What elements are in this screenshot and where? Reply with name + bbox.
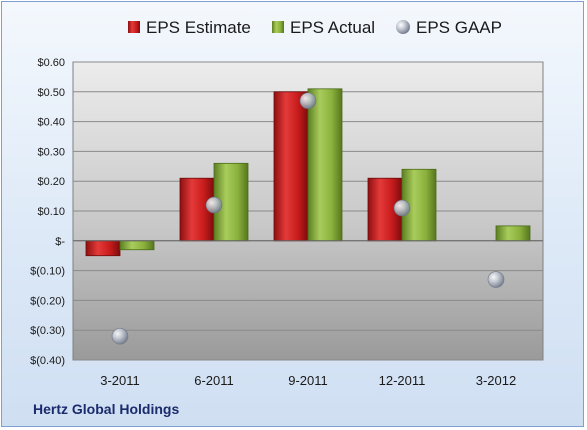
gaap-marker (111, 327, 129, 345)
actual-bar (119, 240, 155, 251)
y-tick-label: $(0.10) (30, 266, 65, 278)
company-name: Hertz Global Holdings (33, 401, 180, 417)
x-category-label: 3-2012 (476, 373, 516, 388)
bars (85, 88, 531, 257)
x-category-label: 12-2011 (379, 373, 426, 388)
gaap-marker (299, 92, 317, 110)
y-tick-label: $(0.30) (30, 325, 65, 337)
x-category-label: 6-2011 (194, 373, 234, 388)
legend-swatch-estimate (128, 21, 140, 33)
legend: EPS Estimate EPS Actual EPS GAAP (128, 18, 502, 37)
legend-item-estimate: EPS Estimate (128, 18, 251, 37)
y-tick-label: $0.40 (37, 117, 65, 129)
x-axis-categories: 3-2011 6-2011 9-2011 12-2011 3-2012 (100, 373, 516, 388)
y-tick-label: $- (55, 236, 65, 248)
gaap-marker (205, 196, 223, 214)
x-category-label: 3-2011 (100, 373, 140, 388)
legend-swatch-actual (272, 21, 284, 33)
gaap-markers (111, 92, 505, 345)
y-axis-ticks: $0.60 $0.50 $0.40 $0.30 $0.20 $0.10 $- $(0.10) $… (30, 57, 65, 367)
legend-swatch-gaap (396, 20, 410, 34)
y-tick-label: $0.50 (37, 87, 65, 99)
estimate-bar (85, 240, 121, 257)
actual-bar (307, 88, 343, 242)
y-tick-label: $0.20 (37, 176, 65, 188)
gaap-marker (487, 271, 505, 288)
y-tick-label: $(0.20) (30, 295, 65, 307)
legend-item-gaap: EPS GAAP (396, 18, 502, 37)
y-tick-label: $0.10 (37, 206, 65, 218)
legend-label-estimate: EPS Estimate (146, 18, 251, 37)
y-tick-label: $0.60 (37, 57, 65, 69)
x-category-label: 9-2011 (288, 373, 328, 388)
legend-item-actual: EPS Actual (272, 18, 375, 37)
actual-bar (495, 225, 531, 242)
legend-label-actual: EPS Actual (290, 18, 375, 37)
y-tick-label: $0.30 (37, 146, 65, 158)
estimate-bar (273, 91, 309, 242)
gaap-marker (393, 199, 411, 217)
y-tick-label: $(0.40) (30, 355, 65, 367)
legend-label-gaap: EPS GAAP (416, 18, 502, 37)
